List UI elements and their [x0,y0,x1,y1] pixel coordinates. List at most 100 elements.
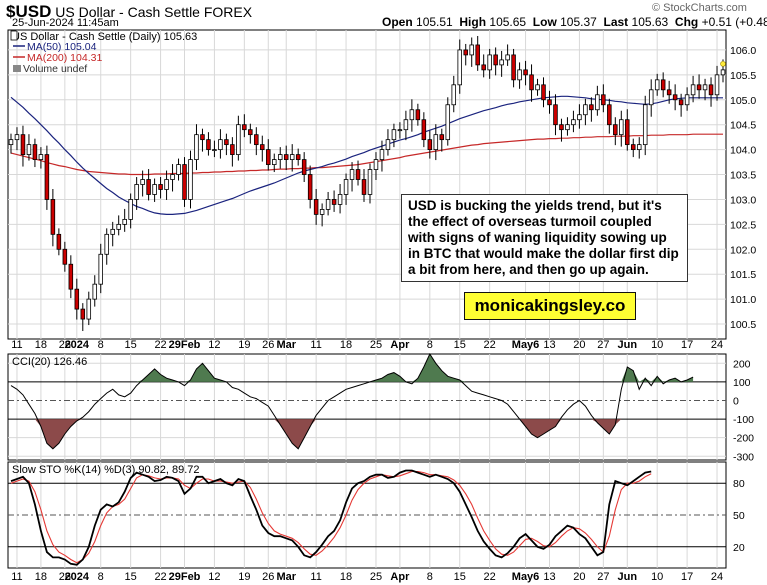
x-tick-label: Jun [617,339,637,351]
ma200-line [10,133,723,176]
cci-line [10,352,694,450]
candle-body [313,199,319,215]
x-tick-label: 8 [427,339,433,351]
legend-ma50: MA(50) 105.04 [27,41,97,53]
x-tick-label: 15 [125,571,137,583]
stoch-y-tick-label: 20 [733,542,745,554]
candle-body [254,134,259,146]
candle-body [62,248,68,265]
x-tick-label: 8 [98,571,104,583]
candle-body [409,109,415,121]
candle-body [26,144,32,155]
candle-body [325,199,331,210]
candle-body [487,54,492,71]
stoch-y-tick-label: 80 [733,478,745,490]
candle-body [379,149,385,160]
candle-body [559,124,564,131]
candle-body [451,84,457,106]
candle-body [272,159,277,165]
x-tick-label: 11 [310,571,321,583]
candle-body [307,174,313,200]
candle-body [230,144,235,155]
candle-body [595,94,600,111]
candle-body [613,124,618,136]
candle-body [535,84,540,91]
y-tick-label: 100.5 [730,319,756,331]
candle-body [283,154,289,160]
x-tick-label: 29Feb [169,339,201,351]
candle-body [469,44,474,56]
candle-body [457,49,462,86]
x-tick-label: 18 [35,571,47,583]
x-tick-label: 11 [11,339,22,351]
candle-body [708,84,714,96]
candle-body [511,54,516,81]
x-tick-label: 26 [59,571,71,583]
candle-body [158,184,163,190]
x-tick-label: 15 [125,339,137,351]
candle-body [583,104,588,116]
x-tick-label: 25 [370,571,382,583]
candle-body [499,59,504,66]
candle-body [625,119,630,146]
candle-body [415,109,421,121]
candle-body [38,154,44,160]
y-tick-label: 101.0 [730,294,756,306]
candle-body [433,134,439,151]
x-tick-label: 2024 [65,339,90,351]
candle-body [277,154,283,160]
quote-datetime: 25-Jun-2024 11:45am [12,17,119,29]
candle-body [80,308,86,320]
candle-body [140,179,145,185]
candle-body [475,44,480,66]
x-tick-label: Apr [390,339,410,351]
candle-body [361,179,367,195]
candle-body [553,104,558,126]
x-tick-label: 11 [310,339,321,351]
x-tick-label: 24 [711,339,723,351]
candle-body [565,124,570,131]
candle-body [571,119,576,126]
stoch-legend: Slow STO %K(14) %D(3) 90.82, 89.72 [12,464,200,476]
candle-body [331,199,337,205]
candle-body [427,139,433,151]
candle-body [529,74,534,91]
candle-body [248,129,253,136]
x-tick-label: 22 [484,571,496,583]
x-tick-label: 15 [454,339,466,351]
candle-body [32,144,38,160]
candle-body [122,218,127,225]
x-tick-label: 18 [340,339,352,351]
candle-body [337,194,343,205]
y-tick-label: 106.0 [730,45,756,57]
candle-body [672,94,678,101]
x-tick-label: Jun [617,571,637,583]
y-tick-label: 102.5 [730,219,756,231]
x-tick-label: 22 [484,339,496,351]
candle-body [439,134,445,141]
candle-body [146,179,151,195]
candle-body [577,114,582,121]
stoch-d-line [10,470,652,564]
candle-body [696,84,702,91]
candle-body [373,159,379,170]
x-tick-label: 26 [262,339,274,351]
candle-body [236,124,241,155]
x-tick-label: 22 [154,571,166,583]
candle-body [666,89,672,96]
cci-y-tick-label: -100 [733,414,754,426]
x-tick-label: 12 [208,571,220,583]
x-tick-label: 26 [59,339,71,351]
candle-body [8,139,14,146]
candle-body [421,119,427,141]
candle-body [164,179,169,190]
x-tick-label: May6 [512,571,540,583]
candle-body [355,169,361,180]
x-tick-label: 17 [681,339,693,351]
candle-body [589,104,594,111]
candle-body [110,228,115,235]
candle-body [690,84,696,96]
website-label[interactable]: monicakingsley.co [464,292,636,320]
x-tick-label: 27 [597,339,609,351]
